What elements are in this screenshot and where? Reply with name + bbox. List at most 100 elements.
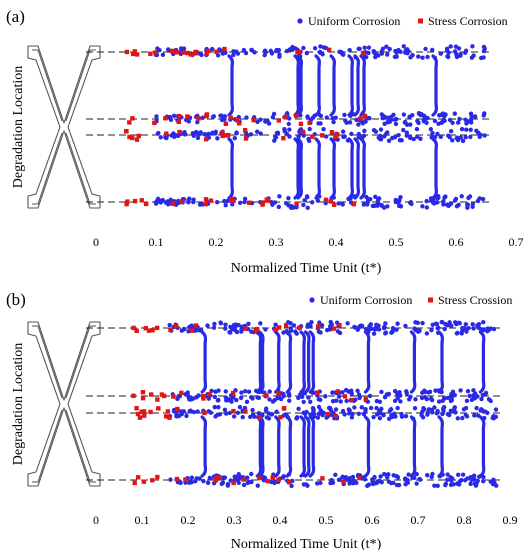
uniform-corrosion-point (270, 114, 276, 120)
uniform-corrosion-point (446, 133, 451, 138)
uniform-corrosion-point (463, 322, 469, 327)
uniform-corrosion-point (246, 321, 251, 327)
legend-a: Uniform Corrosion Stress Corrosion (297, 14, 508, 28)
uniform-corrosion-point (457, 116, 462, 122)
uniform-corrosion-point (432, 405, 437, 410)
stress-corrosion-point (140, 395, 146, 401)
uniform-corrosion-point (459, 194, 464, 199)
uniform-corrosion-point (208, 476, 213, 481)
uniform-corrosion-point (212, 321, 217, 327)
uniform-corrosion-point (246, 479, 251, 484)
uniform-corrosion-point (465, 202, 470, 207)
uniform-corrosion-point (399, 411, 404, 417)
transition-band (296, 137, 303, 200)
uniform-corrosion-point (344, 398, 349, 404)
stress-corrosion-point (208, 198, 214, 203)
uniform-corrosion-point (267, 389, 272, 394)
uniform-corrosion-point (467, 393, 472, 399)
uniform-corrosion-point (363, 408, 368, 414)
stress-corrosion-point (130, 116, 135, 121)
uniform-corrosion-point (448, 128, 454, 134)
uniform-corrosion-point (371, 128, 377, 133)
uniform-corrosion-point (382, 324, 387, 330)
uniform-corrosion-point (405, 51, 410, 56)
uniform-corrosion-point (480, 392, 485, 398)
stress-corrosion-point (134, 52, 140, 57)
uniform-corrosion-point (406, 472, 411, 477)
stress-corrosion-point (127, 134, 132, 140)
uniform-corrosion-point (318, 44, 323, 49)
stress-corrosion-point (228, 115, 233, 120)
uniform-corrosion-point (403, 476, 408, 481)
uniform-corrosion-point (361, 412, 367, 417)
uniform-corrosion-point (156, 130, 161, 136)
uniform-corrosion-point (167, 322, 172, 328)
uniform-corrosion-point (416, 120, 421, 126)
stress-corrosion-point (163, 116, 168, 121)
uniform-corrosion-point (433, 388, 438, 393)
uniform-corrosion-point (362, 45, 367, 50)
uniform-corrosion-point (315, 415, 321, 420)
uniform-corrosion-point (242, 196, 248, 201)
stress-corrosion-point (188, 52, 194, 57)
uniform-corrosion-point (243, 389, 248, 394)
uniform-corrosion-point (388, 114, 394, 120)
uniform-corrosion-point (340, 474, 345, 480)
uniform-corrosion-point (223, 50, 228, 55)
uniform-corrosion-point (155, 46, 160, 51)
uniform-corrosion-point (463, 48, 469, 53)
uniform-corrosion-point (305, 195, 310, 200)
uniform-corrosion-point (385, 204, 390, 209)
uniform-corrosion-point (377, 136, 383, 141)
stress-corrosion-point (328, 199, 333, 204)
stress-corrosion-point (325, 411, 330, 417)
stress-corrosion-point (223, 121, 229, 126)
uniform-corrosion-point (336, 477, 342, 483)
stress-corrosion-point (136, 133, 141, 139)
stress-corrosion-point (201, 396, 206, 401)
uniform-corrosion-point (377, 416, 383, 421)
uniform-corrosion-point (374, 405, 379, 411)
uniform-corrosion-point (447, 117, 453, 123)
uniform-corrosion-point (373, 194, 378, 200)
legend-a-stress-label: Stress Corrosion (428, 14, 508, 28)
stress-corrosion-point (360, 50, 366, 56)
uniform-corrosion-point (202, 132, 208, 137)
uniform-corrosion-point (318, 113, 324, 119)
stress-corrosion-point (159, 392, 165, 397)
uniform-corrosion-point (396, 199, 401, 205)
uniform-corrosion-point (474, 405, 479, 411)
stress-corrosion-point (124, 201, 129, 207)
x-ticks-b: 0 0.1 0.2 0.3 0.4 0.5 0.6 0.7 0.8 0.9 (93, 513, 518, 527)
uniform-corrosion-point (472, 114, 478, 119)
uniform-corrosion-point (258, 131, 263, 136)
stress-corrosion-point (155, 474, 160, 480)
uniform-corrosion-point (369, 326, 375, 331)
uniform-corrosion-point (221, 475, 226, 480)
uniform-corrosion-point (330, 390, 336, 395)
transition-band (347, 137, 354, 200)
uniform-corrosion-point (333, 407, 339, 412)
uniform-corrosion-point (435, 325, 440, 331)
stress-corrosion-point (143, 326, 148, 331)
uniform-corrosion-point (401, 112, 407, 117)
stress-corrosion-point (146, 328, 152, 333)
x-tick-label: 0.3 (269, 235, 284, 249)
uniform-corrosion-point (262, 48, 268, 53)
stress-corrosion-point (281, 406, 287, 411)
uniform-corrosion-point (249, 471, 254, 477)
uniform-corrosion-point (218, 320, 224, 326)
uniform-corrosion-point (197, 476, 202, 481)
stress-corrosion-point (153, 50, 158, 55)
uniform-corrosion-point (420, 320, 425, 326)
uniform-corrosion-point (238, 395, 244, 401)
uniform-corrosion-point (255, 483, 261, 488)
uniform-corrosion-point (395, 321, 400, 326)
uniform-corrosion-point (285, 330, 291, 336)
uniform-corrosion-point (356, 392, 362, 397)
stress-corrosion-point (357, 475, 362, 481)
uniform-corrosion-point (442, 118, 447, 123)
uniform-corrosion-point (350, 411, 355, 417)
uniform-corrosion-point (235, 410, 241, 416)
stress-corrosion-point (247, 200, 252, 205)
